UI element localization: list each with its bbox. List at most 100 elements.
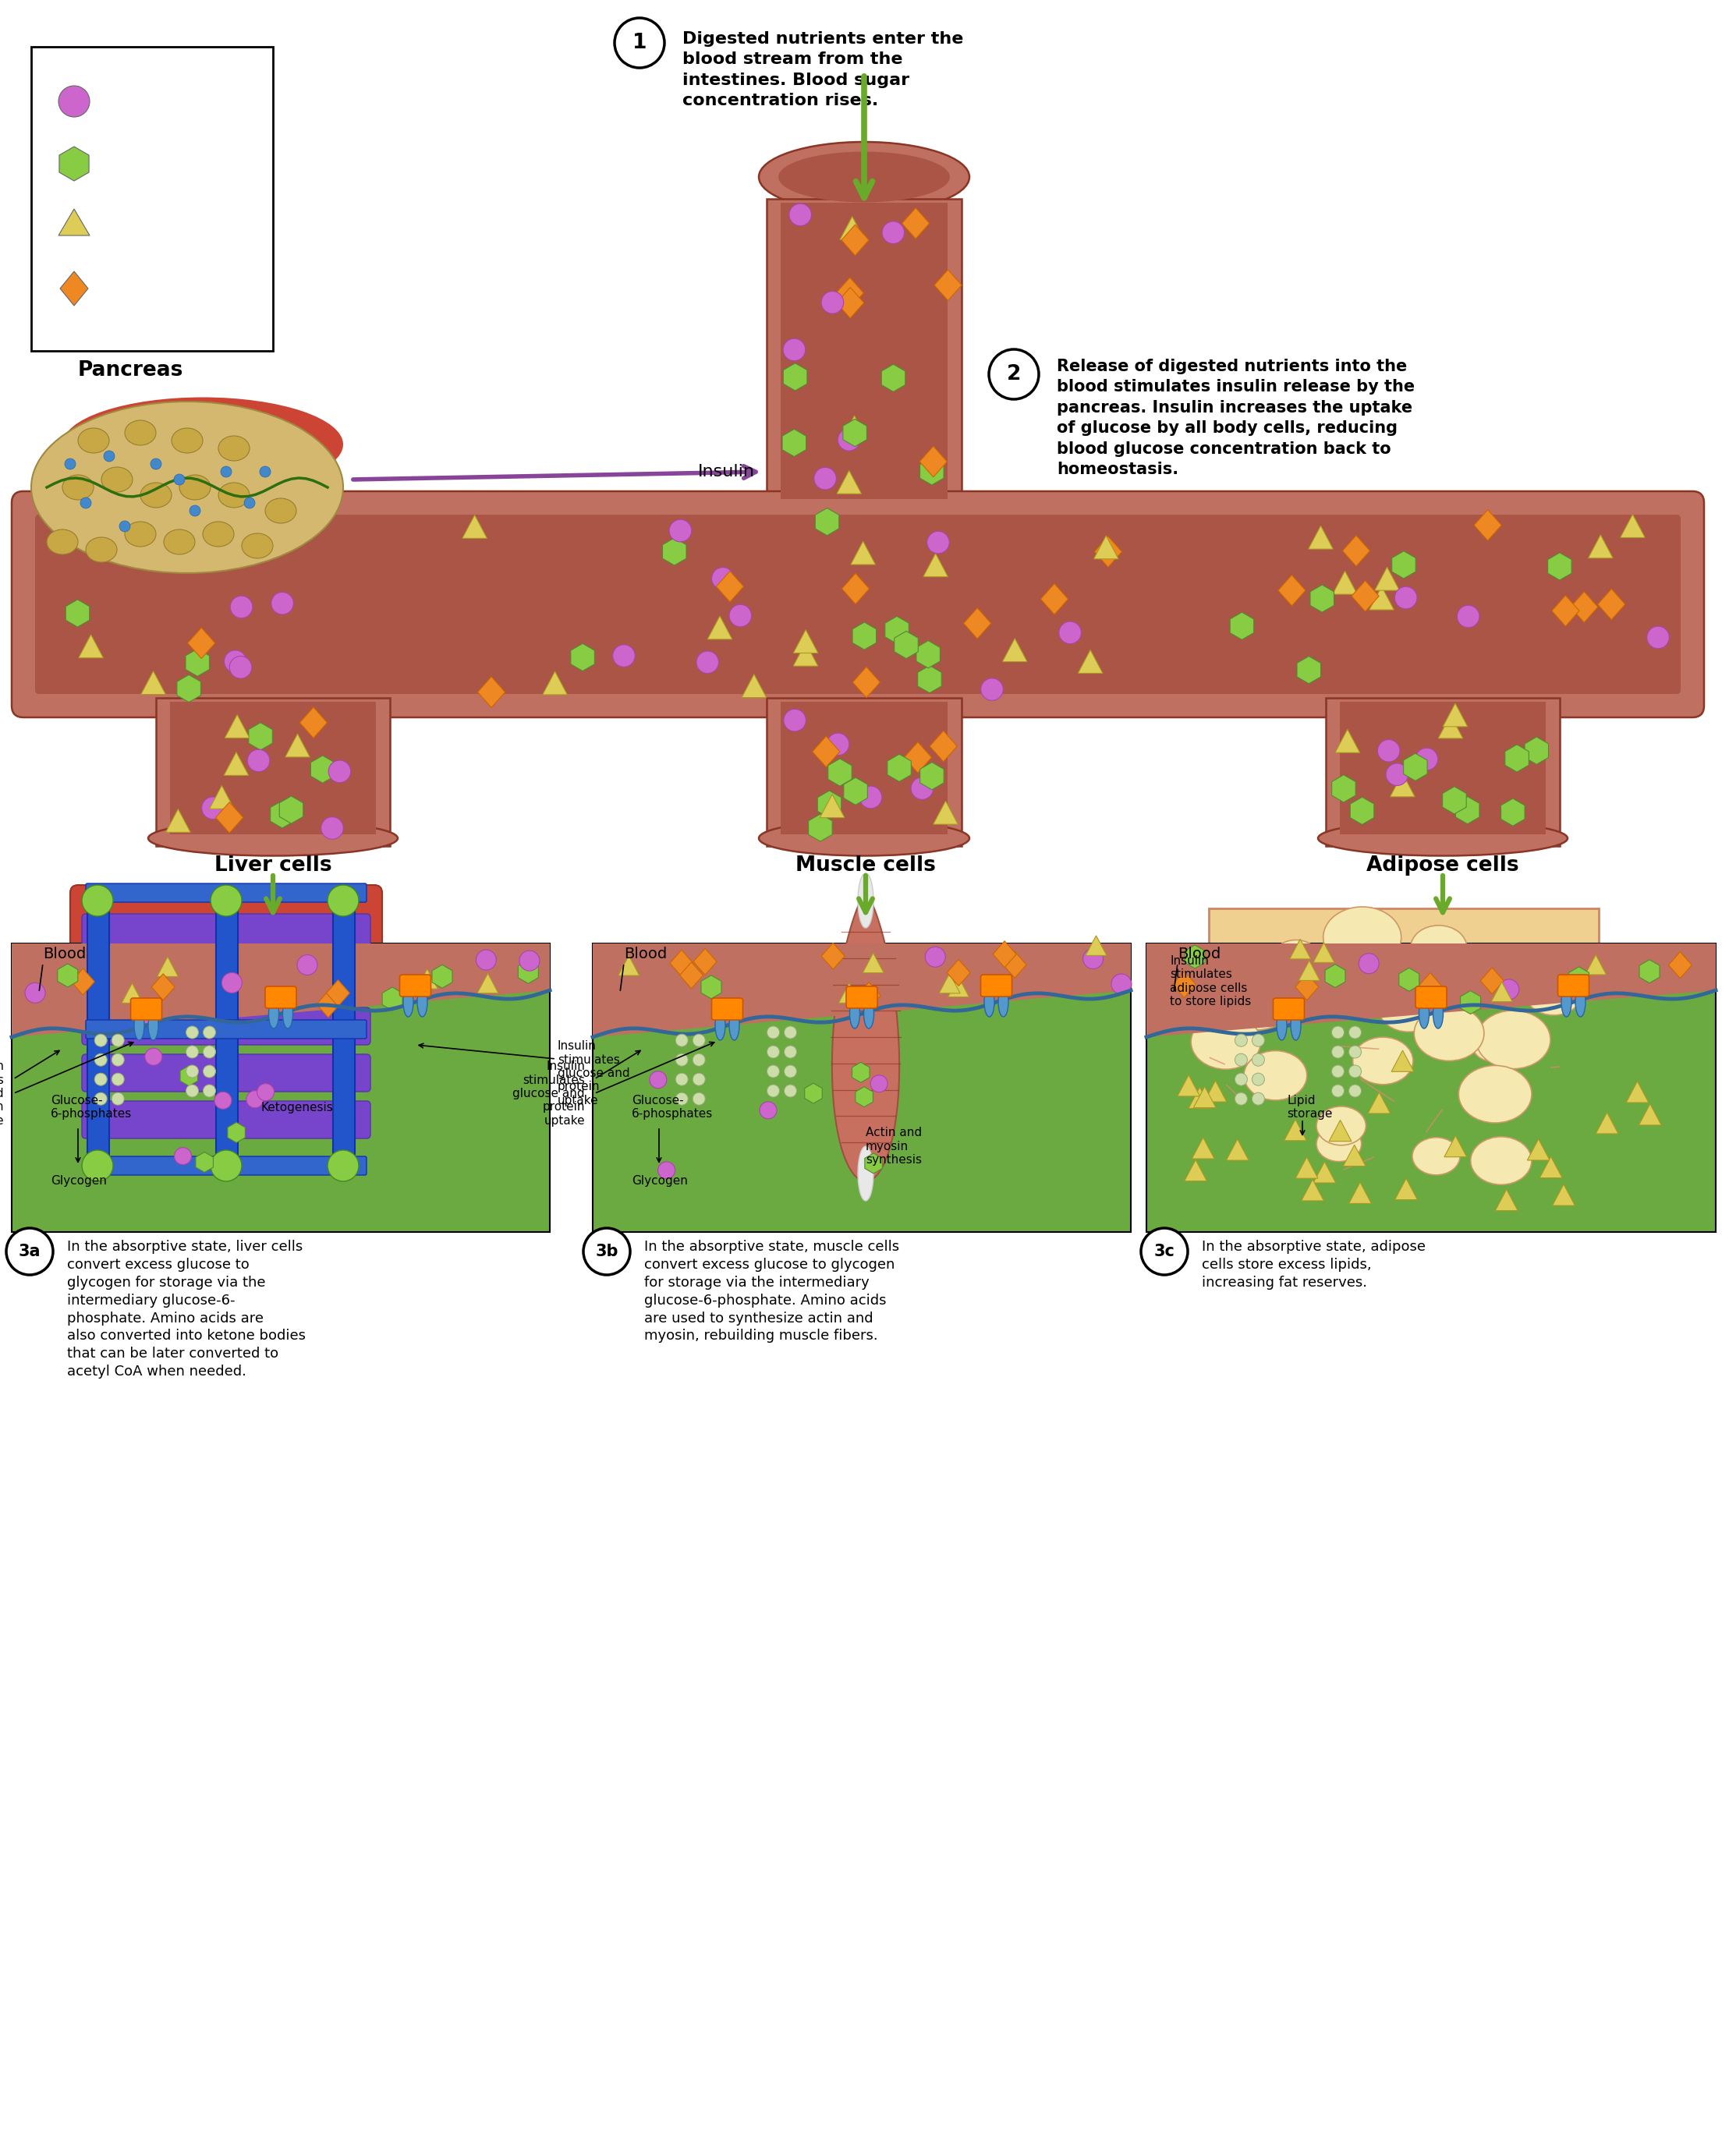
Ellipse shape (47, 530, 78, 554)
Circle shape (95, 1054, 107, 1065)
FancyBboxPatch shape (81, 1007, 370, 1046)
Polygon shape (1392, 1050, 1414, 1072)
Polygon shape (12, 944, 550, 1037)
Circle shape (1387, 763, 1407, 785)
Polygon shape (571, 642, 595, 671)
Polygon shape (285, 733, 309, 757)
Polygon shape (176, 675, 201, 703)
Circle shape (327, 1149, 358, 1181)
Circle shape (221, 466, 232, 476)
Circle shape (1349, 1026, 1361, 1039)
Circle shape (7, 1229, 54, 1274)
Text: Amino acids: Amino acids (105, 280, 204, 295)
Polygon shape (1392, 552, 1416, 578)
Polygon shape (1570, 591, 1598, 623)
Polygon shape (1146, 944, 1715, 1037)
Polygon shape (1302, 1179, 1324, 1201)
Text: In the absorptive state, muscle cells
convert excess glucose to glycogen
for sto: In the absorptive state, muscle cells co… (645, 1240, 899, 1343)
Polygon shape (432, 964, 453, 987)
Polygon shape (947, 977, 968, 996)
Circle shape (783, 338, 806, 360)
Polygon shape (462, 515, 488, 539)
FancyBboxPatch shape (399, 975, 431, 996)
Polygon shape (1399, 968, 1420, 992)
FancyBboxPatch shape (1146, 944, 1715, 1231)
Polygon shape (851, 541, 875, 565)
Circle shape (1395, 586, 1418, 608)
Polygon shape (858, 983, 880, 1009)
Ellipse shape (1276, 1011, 1286, 1039)
Text: Blood: Blood (1177, 946, 1221, 962)
Polygon shape (180, 1065, 197, 1087)
Polygon shape (1442, 787, 1466, 815)
Ellipse shape (164, 530, 195, 554)
Circle shape (676, 1054, 688, 1065)
Circle shape (768, 1046, 780, 1059)
FancyBboxPatch shape (1326, 699, 1560, 845)
Circle shape (882, 222, 904, 244)
Polygon shape (1324, 964, 1345, 987)
FancyBboxPatch shape (1273, 998, 1304, 1020)
Circle shape (80, 498, 92, 509)
Circle shape (187, 1026, 199, 1039)
Polygon shape (1349, 1181, 1371, 1203)
Polygon shape (1475, 509, 1501, 541)
Polygon shape (166, 808, 190, 832)
Circle shape (859, 787, 882, 808)
Polygon shape (920, 763, 944, 789)
Text: Muscle cells: Muscle cells (795, 856, 935, 875)
Ellipse shape (1317, 821, 1568, 856)
Polygon shape (852, 1063, 870, 1082)
Circle shape (989, 349, 1039, 399)
Circle shape (24, 983, 45, 1003)
Polygon shape (1390, 774, 1414, 798)
Circle shape (211, 1149, 242, 1181)
Polygon shape (1298, 962, 1319, 981)
FancyBboxPatch shape (81, 1054, 370, 1091)
Polygon shape (59, 209, 90, 235)
Polygon shape (1456, 796, 1480, 824)
FancyBboxPatch shape (712, 998, 743, 1020)
Circle shape (259, 466, 271, 476)
FancyBboxPatch shape (766, 198, 961, 502)
Circle shape (175, 474, 185, 485)
Polygon shape (1480, 968, 1504, 994)
Polygon shape (662, 537, 686, 565)
Circle shape (1378, 740, 1400, 761)
Ellipse shape (1368, 949, 1409, 983)
Ellipse shape (62, 474, 93, 500)
FancyBboxPatch shape (782, 701, 947, 834)
Polygon shape (519, 959, 538, 983)
Polygon shape (837, 470, 861, 494)
Circle shape (327, 884, 358, 916)
Text: Insulin
stimulates
glucose and
protein
uptake: Insulin stimulates glucose and protein u… (514, 1061, 584, 1125)
Polygon shape (1350, 798, 1375, 824)
Text: Lipids: Lipids (105, 218, 152, 233)
Ellipse shape (998, 987, 1008, 1018)
Polygon shape (1003, 638, 1027, 662)
Ellipse shape (984, 987, 994, 1018)
FancyBboxPatch shape (81, 962, 370, 998)
Polygon shape (920, 446, 947, 476)
Ellipse shape (1316, 1125, 1361, 1162)
Ellipse shape (1191, 1015, 1260, 1069)
Polygon shape (837, 287, 864, 319)
Ellipse shape (1413, 1138, 1459, 1175)
Circle shape (697, 651, 719, 673)
FancyBboxPatch shape (1416, 987, 1447, 1009)
Polygon shape (837, 278, 863, 308)
Circle shape (221, 972, 242, 994)
FancyBboxPatch shape (334, 893, 354, 1166)
Circle shape (712, 567, 735, 589)
Circle shape (297, 955, 318, 975)
Polygon shape (1343, 1145, 1366, 1166)
Polygon shape (417, 968, 437, 990)
FancyBboxPatch shape (35, 515, 1681, 694)
Circle shape (150, 459, 161, 470)
Text: Glucose-
6-phosphates: Glucose- 6-phosphates (631, 1095, 712, 1119)
Circle shape (138, 1005, 159, 1024)
Circle shape (1252, 1074, 1264, 1087)
Circle shape (1112, 975, 1131, 994)
Text: Glucose: Glucose (105, 155, 169, 172)
Circle shape (814, 468, 837, 489)
